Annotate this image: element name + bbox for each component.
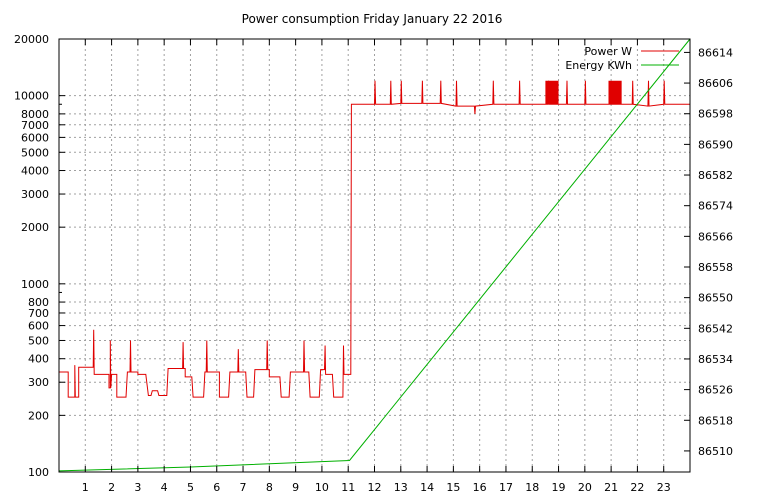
y-tick-label: 400 xyxy=(28,353,49,366)
y2-tick-label: 86614 xyxy=(698,46,733,59)
y2-tick-label: 86510 xyxy=(698,445,733,458)
x-tick-label: 9 xyxy=(292,481,299,494)
x-tick-label: 6 xyxy=(213,481,220,494)
x-tick-label: 16 xyxy=(473,481,487,494)
x-tick-label: 22 xyxy=(630,481,644,494)
x-tick-label: 23 xyxy=(657,481,671,494)
y-tick-label: 4000 xyxy=(21,165,49,178)
x-tick-label: 5 xyxy=(187,481,194,494)
y2-tick-label: 86574 xyxy=(698,200,733,213)
y-tick-label: 800 xyxy=(28,296,49,309)
x-tick-label: 18 xyxy=(525,481,539,494)
y-tick-label: 100 xyxy=(28,466,49,479)
y2-tick-label: 86606 xyxy=(698,77,733,90)
y-tick-label: 2000 xyxy=(21,221,49,234)
y-tick-label: 6000 xyxy=(21,131,49,144)
y-tick-label: 200 xyxy=(28,409,49,422)
x-tick-label: 14 xyxy=(420,481,434,494)
y-tick-label: 300 xyxy=(28,376,49,389)
power-series-line xyxy=(59,80,690,398)
x-tick-label: 11 xyxy=(341,481,355,494)
y2-tick-label: 86534 xyxy=(698,353,733,366)
y2-tick-label: 86542 xyxy=(698,322,733,335)
x-tick-label: 20 xyxy=(578,481,592,494)
y-tick-label: 700 xyxy=(28,307,49,320)
x-tick-label: 19 xyxy=(552,481,566,494)
energy-series-line xyxy=(58,38,691,472)
y2-tick-label: 86550 xyxy=(698,292,733,305)
series-layer xyxy=(58,38,691,472)
y2-tick-label: 86526 xyxy=(698,384,733,397)
x-tick-label: 15 xyxy=(446,481,460,494)
x-tick-label: 10 xyxy=(315,481,329,494)
power-dense-band xyxy=(608,80,622,105)
y-tick-label: 500 xyxy=(28,334,49,347)
x-tick-label: 13 xyxy=(394,481,408,494)
y-tick-label: 10000 xyxy=(14,90,49,103)
y2-tick-label: 86582 xyxy=(698,169,733,182)
y-tick-label: 7000 xyxy=(21,119,49,132)
y2-tick-label: 86566 xyxy=(698,230,733,243)
y2-tick-label: 86518 xyxy=(698,414,733,427)
x-tick-label: 2 xyxy=(108,481,115,494)
x-tick-label: 8 xyxy=(266,481,273,494)
x-tick-label: 12 xyxy=(368,481,382,494)
x-tick-label: 4 xyxy=(161,481,168,494)
chart-title: Power consumption Friday January 22 2016 xyxy=(242,12,503,26)
x-tick-label: 7 xyxy=(240,481,247,494)
y-tick-label: 8000 xyxy=(21,108,49,121)
legend-label: Power W xyxy=(584,45,632,58)
y2-tick-label: 86590 xyxy=(698,138,733,151)
grid-layer xyxy=(59,39,690,472)
x-tick-label: 3 xyxy=(134,481,141,494)
y2-tick-label: 86558 xyxy=(698,261,733,274)
y-tick-label: 600 xyxy=(28,320,49,333)
y-tick-label: 3000 xyxy=(21,188,49,201)
y2-tick-label: 86598 xyxy=(698,108,733,121)
x-tick-label: 1 xyxy=(82,481,89,494)
legend-label: Energy KWh xyxy=(565,59,632,72)
x-tick-label: 17 xyxy=(499,481,513,494)
y-tick-label: 5000 xyxy=(21,146,49,159)
x-tick-label: 21 xyxy=(604,481,618,494)
y-tick-label: 20000 xyxy=(14,33,49,46)
y-tick-label: 1000 xyxy=(21,278,49,291)
x-axis: 1 2 3 4 5 6 7 8 9 10 11 12 13 14 15 16 17 18 19 20 21 22 23 xyxy=(82,39,671,494)
power-dense-band xyxy=(545,80,559,105)
right-axis: 86510 86518 86526 86534 86542 86550 86558 86566… xyxy=(684,46,733,458)
